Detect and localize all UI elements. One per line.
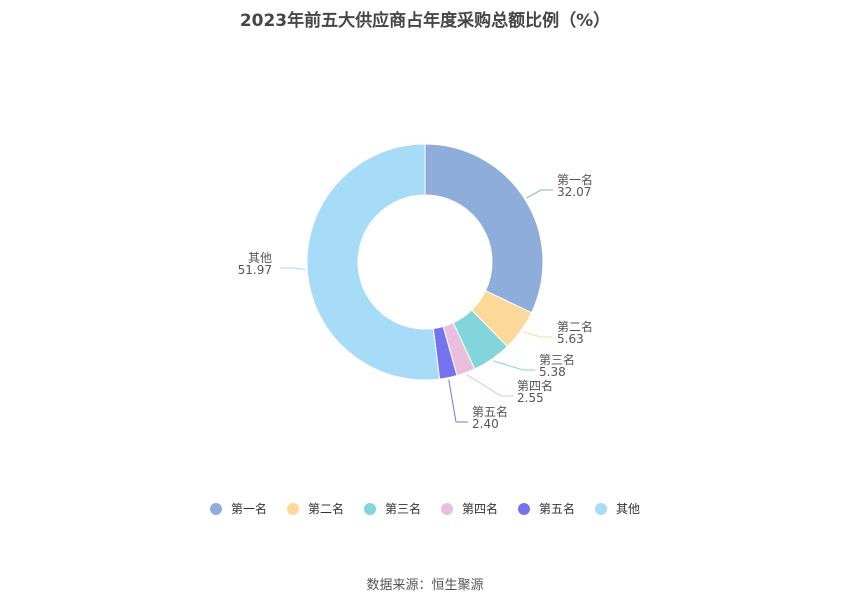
slice-other[interactable] bbox=[306, 143, 441, 381]
legend-swatch bbox=[518, 502, 531, 515]
slice-label: 其他 bbox=[248, 251, 272, 265]
leader-line bbox=[448, 379, 468, 423]
legend-item-6[interactable]: 其他 bbox=[595, 500, 640, 517]
slice-label: 第四名 bbox=[517, 378, 553, 393]
legend-item-5[interactable]: 第五名 bbox=[518, 500, 575, 517]
slice-value-label: 51.97 bbox=[238, 263, 272, 277]
slice-label: 第五名 bbox=[472, 404, 508, 419]
legend-item-3[interactable]: 第三名 bbox=[363, 500, 421, 517]
slice-first[interactable] bbox=[424, 143, 544, 314]
slice-label: 第二名 bbox=[557, 319, 593, 334]
slice-label: 第三名 bbox=[539, 352, 575, 367]
legend-label: 第二名 bbox=[307, 502, 344, 516]
legend-swatch bbox=[286, 502, 299, 515]
leader-line bbox=[522, 331, 553, 338]
leader-line bbox=[492, 360, 535, 371]
legend-swatch bbox=[441, 502, 453, 515]
legend-item-4[interactable]: 第四名 bbox=[441, 500, 498, 517]
legend-label: 第五名 bbox=[539, 502, 576, 516]
legend-item-2[interactable]: 第二名 bbox=[286, 500, 344, 517]
legend-item-1[interactable]: 第一名 bbox=[209, 500, 267, 517]
leader-line bbox=[526, 189, 553, 199]
leader-line bbox=[280, 267, 306, 270]
legend-label: 其他 bbox=[616, 502, 641, 516]
slice-value-label: 5.38 bbox=[539, 365, 566, 379]
slice-value-label: 2.55 bbox=[517, 391, 544, 405]
legend-swatch bbox=[363, 502, 376, 515]
legend-label: 第一名 bbox=[230, 502, 267, 516]
data-source: 数据来源：恒生聚源 bbox=[366, 578, 484, 593]
legend-swatch bbox=[209, 502, 222, 515]
slice-value-label: 2.40 bbox=[472, 417, 499, 431]
chart-title: 2023年前五大供应商占年度采购总额比例（%） bbox=[239, 11, 611, 31]
slice-value-label: 5.63 bbox=[557, 332, 584, 346]
legend-label: 第四名 bbox=[462, 502, 499, 516]
leader-line bbox=[466, 374, 513, 397]
legend-swatch bbox=[595, 502, 608, 515]
legend: 第一名 第二名 第三名 第四名 第五名 其他 bbox=[0, 500, 850, 517]
slice-value-label: 32.07 bbox=[557, 185, 591, 199]
legend-label: 第三名 bbox=[384, 502, 421, 516]
slice-label: 第一名 bbox=[557, 172, 593, 187]
